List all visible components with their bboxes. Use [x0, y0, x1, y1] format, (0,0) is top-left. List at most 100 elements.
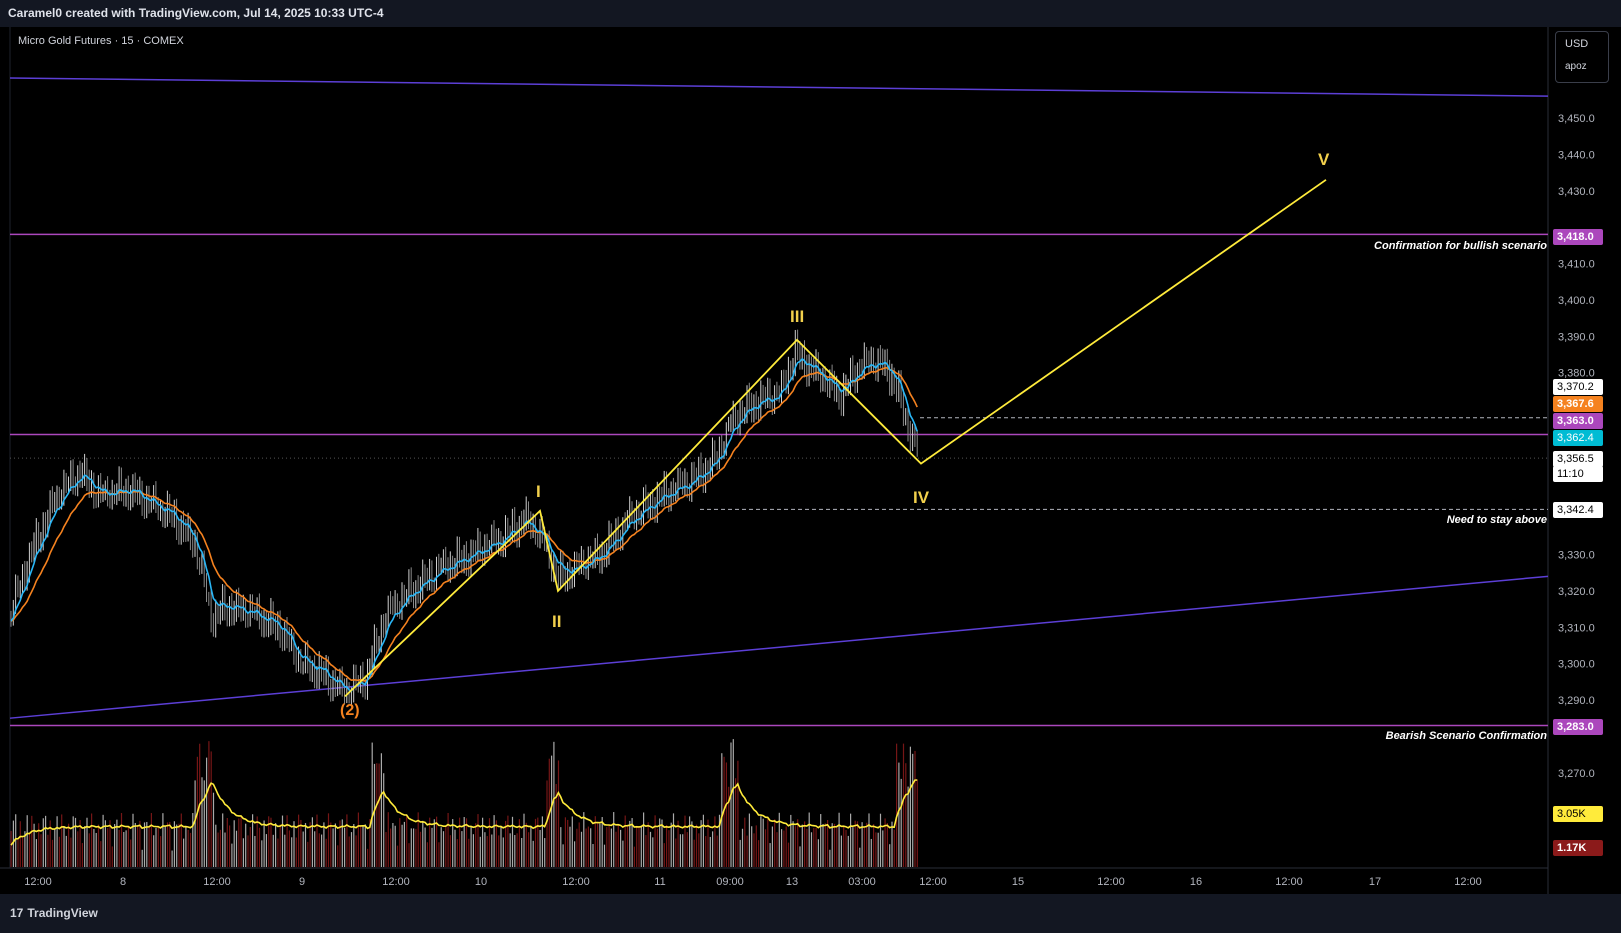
volume-bar	[24, 831, 26, 867]
volume-bar	[33, 823, 35, 867]
x-tick-label: 12:00	[24, 876, 52, 888]
volume-bar	[261, 840, 263, 867]
volume-bar	[684, 815, 686, 867]
countdown-tag: 11:10	[1553, 466, 1603, 482]
volume-bar	[626, 825, 629, 867]
currency-unit: apoz	[1565, 61, 1587, 72]
volume-bar	[794, 826, 796, 867]
volume-bar	[666, 824, 668, 867]
volume-bar	[114, 824, 116, 867]
volume-bar	[164, 825, 166, 867]
volume-bar	[187, 829, 189, 867]
volume-bar	[585, 828, 587, 867]
volume-bar	[613, 812, 615, 867]
volume-bar	[909, 746, 911, 867]
volume-bar	[528, 832, 530, 867]
volume-bar	[896, 743, 898, 867]
chart-area[interactable]: 3,450.0 3,440.0 3,430.0 3,410.0 3,400.0 3,390…	[0, 27, 1621, 894]
volume-bar	[824, 823, 826, 867]
volume-bar	[288, 830, 290, 867]
y-tick-label: 3,390.0	[1558, 331, 1595, 343]
volume-bar	[357, 812, 359, 867]
price-tag-3363: 3,363.0	[1553, 413, 1603, 429]
volume-bar	[231, 843, 233, 867]
volume-bar	[762, 818, 764, 867]
volume-bar	[390, 828, 392, 867]
volume-bar	[534, 818, 537, 867]
volume-bar	[836, 825, 838, 867]
volume-bar	[15, 814, 17, 867]
volume-bar	[810, 832, 813, 867]
volume-bar	[856, 821, 859, 867]
volume-bar	[116, 819, 118, 867]
wave-label-ii: II	[552, 612, 562, 631]
volume-bar	[275, 823, 277, 867]
volume-bar	[758, 840, 760, 867]
volume-bar	[240, 815, 242, 867]
volume-bar	[615, 831, 617, 867]
volume-bar	[661, 819, 663, 867]
volume-bar	[440, 827, 442, 867]
volume-bar	[633, 846, 635, 867]
tradingview-logo[interactable]: 17 TradingView	[10, 906, 98, 920]
volume-bar	[396, 845, 399, 867]
volume-bar	[155, 828, 157, 867]
volume-bar	[790, 814, 792, 867]
volume-bar	[771, 826, 773, 867]
brand-text: TradingView	[27, 906, 98, 920]
volume-bar	[169, 821, 171, 867]
chart-svg[interactable]: 3,450.0 3,440.0 3,430.0 3,410.0 3,400.0 3,390…	[0, 27, 1621, 894]
volume-bar	[829, 849, 831, 867]
symbol-title[interactable]: Micro Gold Futures · 15 · COMEX	[18, 35, 184, 47]
volume-bar	[716, 835, 718, 867]
volume-bar	[670, 822, 672, 867]
volume-bar	[617, 824, 619, 867]
volume-bar	[461, 831, 463, 867]
volume-bar	[438, 842, 440, 867]
volume-bar	[364, 824, 366, 867]
volume-bar	[442, 831, 445, 867]
volume-bar	[56, 816, 58, 867]
volume-bar	[410, 828, 412, 867]
volume-bar	[327, 813, 330, 867]
volume-bar	[291, 837, 293, 867]
volume-bar	[468, 838, 470, 867]
volume-bar	[449, 835, 451, 867]
volume-bar	[873, 824, 875, 867]
volume-bar	[369, 819, 371, 867]
y-tick-label: 3,320.0	[1558, 586, 1595, 598]
volume-bar	[845, 830, 847, 867]
volume-bar	[348, 836, 350, 867]
volume-bar	[192, 813, 194, 867]
volume-bar	[337, 845, 339, 867]
volume-bar	[63, 826, 65, 867]
x-tick-label: 11	[654, 876, 665, 888]
volume-bar	[741, 828, 744, 867]
volume-bar	[86, 817, 88, 867]
volume-bar	[300, 819, 302, 867]
x-tick-label: 16	[1190, 876, 1202, 888]
wave-label-iii: III	[790, 307, 805, 326]
volume-bar	[93, 828, 95, 867]
volume-bar	[735, 778, 737, 867]
volume-bar	[891, 821, 893, 867]
volume-bar	[180, 813, 182, 867]
volume-bar	[523, 813, 525, 867]
volume-bar	[95, 832, 97, 867]
volume-bar	[332, 828, 334, 867]
currency-selector[interactable]: USD apoz	[1555, 31, 1609, 83]
volume-bar	[252, 814, 254, 867]
volume-bar	[268, 816, 270, 867]
volume-bar	[10, 830, 12, 867]
volume-bar	[877, 832, 879, 867]
volume-bar	[360, 825, 362, 867]
volume-bar	[840, 835, 842, 867]
volume-bar	[728, 786, 730, 867]
volume-bar	[148, 826, 150, 867]
volume-bar	[323, 822, 325, 867]
volume-bar	[748, 813, 750, 867]
volume-bar	[139, 820, 141, 867]
volume-bar	[507, 815, 509, 867]
volume-bar	[539, 829, 541, 867]
volume-bar	[371, 742, 373, 867]
